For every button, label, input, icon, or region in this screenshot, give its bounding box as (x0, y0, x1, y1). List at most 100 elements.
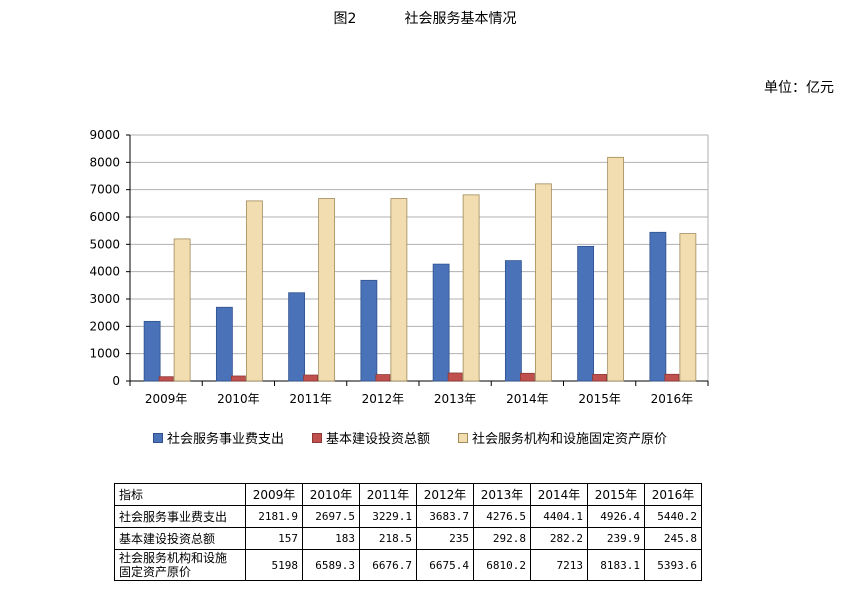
table-row-label-line2: 固定资产原价 (119, 565, 192, 579)
x-tick-label: 2016年 (651, 392, 694, 406)
y-tick-label: 3000 (89, 292, 120, 306)
bar (390, 198, 408, 382)
table-cell: 5198 (245, 549, 303, 581)
table-header-year: 2016年 (644, 483, 702, 506)
bar (607, 156, 625, 382)
table-cell: 282.2 (530, 527, 588, 550)
table-header-year: 2014年 (530, 483, 588, 506)
table-header-year: 2010年 (302, 483, 360, 506)
bar (534, 183, 552, 382)
x-tick-label: 2011年 (289, 392, 332, 406)
table-cell: 6589.3 (302, 549, 360, 581)
bar (360, 279, 378, 382)
bar (649, 231, 667, 382)
bar (230, 375, 246, 382)
table-cell: 218.5 (359, 527, 417, 550)
legend-swatch-expenditure (153, 432, 163, 443)
figure-label: 图2 (333, 11, 357, 27)
table-cell: 3683.7 (416, 505, 474, 528)
bar (158, 376, 174, 382)
table-row-label: 社会服务事业费支出 (114, 505, 246, 528)
bar (215, 306, 233, 382)
x-tick-label: 2009年 (145, 392, 188, 406)
legend-item-investment: 基本建设投资总额 (312, 428, 430, 447)
table-row: 基本建设投资总额 157 183 218.5 235 292.8 282.2 2… (114, 527, 702, 550)
table-cell: 4404.1 (530, 505, 588, 528)
y-tick-label: 4000 (89, 265, 120, 279)
chart-title: 社会服务基本情况 (404, 11, 517, 27)
table-cell: 5393.6 (644, 549, 702, 581)
table-cell: 4276.5 (473, 505, 531, 528)
legend-item-assets: 社会服务机构和设施固定资产原价 (458, 428, 667, 447)
table-cell: 239.9 (587, 527, 645, 550)
table-cell: 245.8 (644, 527, 702, 550)
bar (577, 245, 595, 382)
table-cell: 235 (416, 527, 474, 550)
bar-chart: 0 1000 2000 3000 4000 5000 6000 7000 8000 9000 200… (89, 128, 709, 406)
table-cell: 6676.7 (359, 549, 417, 581)
bar (303, 374, 319, 382)
y-tick-label: 0 (112, 374, 120, 388)
table-row-label: 社会服务机构和设施 固定资产原价 (114, 549, 246, 581)
table-cell: 157 (245, 527, 303, 550)
table-cell: 3229.1 (359, 505, 417, 528)
chart-title-block: 图2 社会服务基本情况 (0, 8, 850, 28)
bar (462, 194, 480, 382)
y-tick-label: 6000 (89, 210, 120, 224)
x-tick-label: 2012年 (362, 392, 405, 406)
bar (679, 233, 697, 382)
table-header-row: 指标 2009年 2010年 2011年 2012年 2013年 2014年 2… (114, 483, 702, 506)
table-cell: 7213 (530, 549, 588, 581)
table-header-year: 2009年 (245, 483, 303, 506)
table-cell: 2181.9 (245, 505, 303, 528)
table-cell: 292.8 (473, 527, 531, 550)
legend-label-investment: 基本建设投资总额 (326, 432, 431, 447)
table-header-year: 2013年 (473, 483, 531, 506)
y-tick-label: 5000 (89, 237, 120, 251)
table-header-year: 2012年 (416, 483, 474, 506)
legend-swatch-assets (458, 432, 469, 443)
bar (143, 320, 161, 382)
legend-label-assets: 社会服务机构和设施固定资产原价 (472, 432, 668, 447)
table-header-year: 2015年 (587, 483, 645, 506)
table-row-label: 基本建设投资总额 (114, 527, 246, 550)
x-tick-label: 2010年 (217, 392, 260, 406)
y-tick-label: 9000 (89, 128, 120, 142)
table-cell: 8183.1 (587, 549, 645, 581)
table-cell: 2697.5 (302, 505, 360, 528)
y-tick-label: 8000 (89, 155, 120, 169)
y-tick-label: 1000 (89, 347, 120, 361)
legend-swatch-investment (312, 432, 323, 443)
x-tick-label: 2015年 (578, 392, 621, 406)
legend-label-expenditure: 社会服务事业费支出 (167, 432, 285, 447)
y-tick-label: 2000 (89, 319, 120, 333)
table-header-year: 2011年 (359, 483, 417, 506)
data-table: 指标 2009年 2010年 2011年 2012年 2013年 2014年 2… (114, 483, 702, 581)
table-row-label-line1: 社会服务机构和设施 (119, 551, 228, 565)
table-cell: 6675.4 (416, 549, 474, 581)
chart-legend: 社会服务事业费支出 基本建设投资总额 社会服务机构和设施固定资产原价 (153, 428, 667, 447)
bar (288, 292, 306, 382)
x-tick-label: 2014年 (506, 392, 549, 406)
legend-item-expenditure: 社会服务事业费支出 (153, 428, 284, 447)
table-header-indicator: 指标 (114, 483, 246, 506)
bar (432, 263, 450, 382)
bar (447, 372, 463, 382)
table-cell: 5440.2 (644, 505, 702, 528)
x-tick-label: 2013年 (434, 392, 477, 406)
bar (375, 374, 391, 382)
table-cell: 4926.4 (587, 505, 645, 528)
table-row: 社会服务机构和设施 固定资产原价 5198 6589.3 6676.7 6675.… (114, 549, 702, 581)
bar (519, 372, 535, 382)
unit-label: 单位：亿元 (764, 80, 834, 96)
bar (592, 374, 608, 382)
bar (664, 373, 680, 382)
bar (245, 200, 263, 382)
bar (173, 238, 191, 382)
bar (504, 260, 522, 382)
bar (318, 198, 336, 382)
y-tick-label: 7000 (89, 183, 120, 197)
table-cell: 6810.2 (473, 549, 531, 581)
table-cell: 183 (302, 527, 360, 550)
table-row: 社会服务事业费支出 2181.9 2697.5 3229.1 3683.7 42… (114, 505, 702, 528)
